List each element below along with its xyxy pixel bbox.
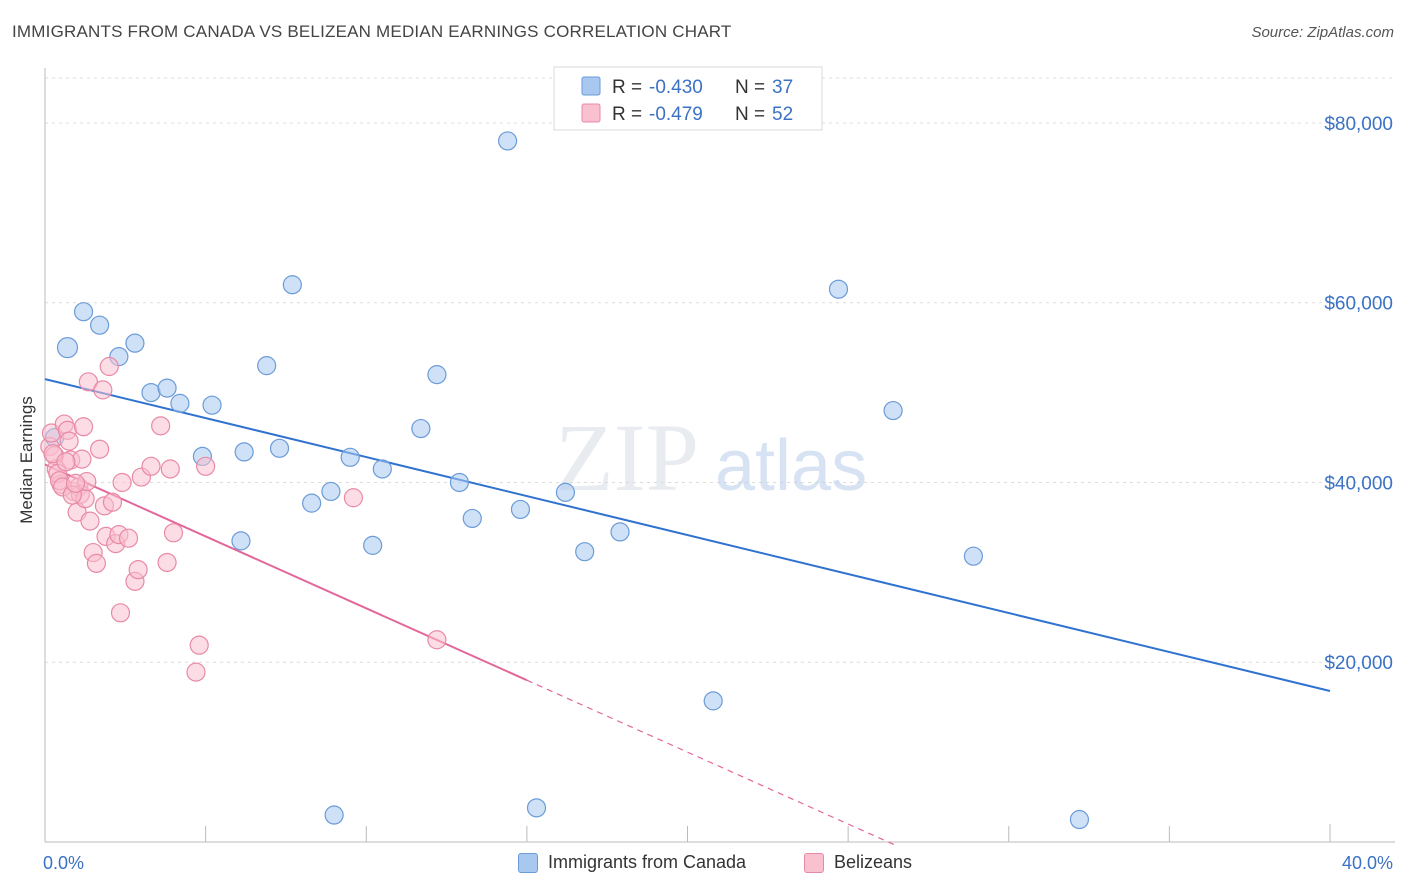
point-canada (462, 508, 482, 529)
legend-swatch-canada-bottom (518, 852, 538, 873)
trend-lines (44, 378, 1331, 847)
y-axis-label: Median Earnings (17, 396, 36, 524)
point-belizeans (102, 492, 123, 512)
point-belizeans (118, 528, 139, 548)
point-belizeans (343, 488, 363, 508)
legend-r-value-canada: -0.430 (649, 77, 703, 98)
point-canada (282, 275, 302, 295)
point-canada (963, 546, 984, 566)
point-canada (526, 798, 547, 818)
point-canada (125, 333, 145, 353)
point-canada (90, 315, 110, 335)
point-belizeans (196, 456, 216, 476)
legend-n-label-canada: N = (735, 77, 765, 98)
point-belizeans (163, 523, 184, 543)
watermark: ZIP atlas (555, 404, 867, 511)
y-tick-label: $40,000 (1324, 473, 1393, 494)
axes (44, 68, 1395, 843)
point-canada (828, 279, 849, 299)
y-tick-label: $80,000 (1324, 114, 1393, 135)
point-belizeans (151, 416, 171, 436)
point-belizeans (110, 603, 131, 623)
stats-legend: R = -0.430 N = 37 R = -0.479 N = 52 (553, 66, 823, 131)
watermark-atlas: atlas (715, 426, 867, 506)
point-belizeans (59, 431, 79, 451)
point-belizeans (141, 456, 161, 476)
legend-r-label-belizeans: R = (612, 104, 642, 125)
point-canada (703, 691, 723, 711)
point-belizeans (186, 662, 206, 682)
legend-r-value-belizeans: -0.479 (649, 104, 703, 125)
point-canada (321, 481, 341, 502)
point-canada (340, 447, 360, 467)
point-canada (498, 131, 518, 151)
legend-n-label-belizeans: N = (735, 104, 765, 125)
legend-label-canada: Immigrants from Canada (548, 852, 747, 872)
trend-line-extension-1 (526, 679, 897, 847)
point-belizeans (160, 459, 180, 479)
point-canada (302, 493, 322, 513)
trend-line-1 (44, 463, 528, 682)
point-belizeans (427, 630, 447, 650)
point-canada (575, 542, 595, 562)
point-canada (170, 393, 190, 413)
point-belizeans (72, 449, 92, 469)
point-belizeans (128, 560, 148, 580)
point-canada (324, 805, 344, 825)
legend-item-belizeans[interactable]: Belizeans (804, 852, 912, 873)
point-canada (449, 472, 470, 493)
point-belizeans (80, 511, 100, 531)
point-canada (231, 531, 251, 551)
point-canada (202, 395, 222, 415)
watermark-zip: ZIP (555, 404, 699, 511)
legend-n-value-belizeans: 52 (772, 104, 793, 125)
legend-swatch-canada (581, 76, 601, 96)
point-canada (372, 459, 392, 479)
point-belizeans (157, 552, 177, 573)
point-canada (1069, 809, 1090, 830)
point-belizeans (65, 473, 86, 493)
point-canada (234, 442, 254, 462)
source-label: Source: ZipAtlas.com (1251, 24, 1394, 41)
y-tick-label: $60,000 (1324, 294, 1393, 315)
point-canada (510, 499, 531, 520)
point-belizeans (90, 439, 110, 459)
legend-label-belizeans: Belizeans (834, 852, 913, 872)
point-canada (56, 337, 79, 359)
point-belizeans (78, 372, 98, 392)
point-canada (269, 438, 290, 458)
trend-line-0 (44, 378, 1331, 692)
point-canada (363, 535, 383, 555)
x-tick-label-max: 40.0% (1342, 853, 1393, 873)
bottom-legend: Immigrants from Canada Belizeans (0, 852, 1406, 878)
legend-item-canada[interactable]: Immigrants from Canada (518, 852, 746, 873)
legend-r-label-canada: R = (612, 77, 642, 98)
y-tick-label: $20,000 (1324, 653, 1393, 674)
point-belizeans (73, 417, 94, 437)
point-canada (157, 378, 177, 398)
point-canada (427, 365, 447, 385)
grid-lines (45, 77, 1395, 663)
legend-swatch-belizeans (581, 103, 601, 123)
point-canada (610, 522, 630, 542)
tick-labels: $20,000 $40,000 $60,000 $80,000 0.0% 40.0% (43, 114, 1393, 873)
point-belizeans (93, 380, 113, 400)
point-canada (73, 302, 94, 322)
point-canada (411, 418, 431, 439)
legend-swatch-belizeans-bottom (804, 852, 824, 873)
point-belizeans (112, 472, 132, 493)
point-canada (257, 356, 277, 376)
chart-title: IMMIGRANTS FROM CANADA VS BELIZEAN MEDIA… (12, 22, 732, 41)
legend-n-value-canada: 37 (772, 77, 793, 98)
point-belizeans (189, 635, 209, 655)
point-belizeans (86, 553, 107, 573)
point-canada (883, 400, 903, 421)
point-canada (141, 382, 161, 403)
data-points (40, 131, 1090, 830)
point-canada (555, 482, 576, 502)
point-belizeans (56, 452, 76, 472)
x-tick-label-min: 0.0% (43, 853, 84, 873)
point-belizeans (99, 356, 119, 377)
